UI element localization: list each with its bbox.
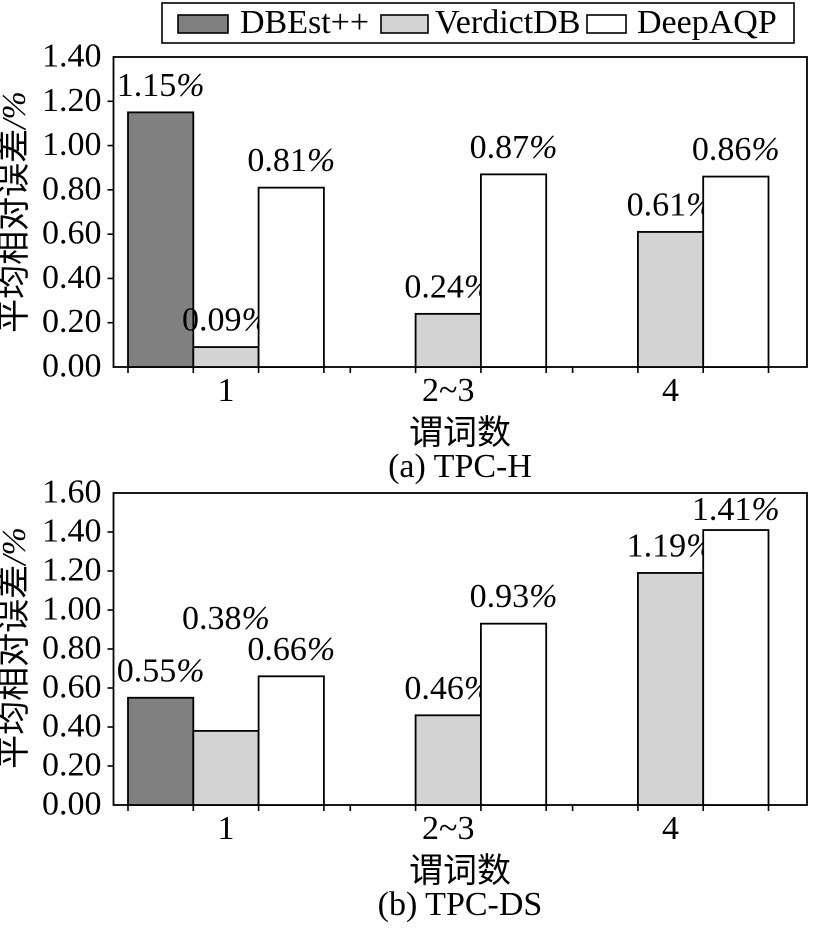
svg-text:4: 4: [662, 810, 679, 847]
svg-text:2~3: 2~3: [422, 810, 474, 847]
svg-text:(b) TPC-DS: (b) TPC-DS: [378, 886, 543, 923]
svg-text:1: 1: [217, 810, 234, 847]
svg-text:2~3: 2~3: [422, 372, 474, 409]
svg-text:0.46%: 0.46%: [404, 670, 492, 707]
svg-text:0.93%: 0.93%: [470, 578, 558, 615]
svg-text:0.81%: 0.81%: [247, 142, 335, 179]
svg-text:1: 1: [217, 372, 234, 409]
svg-text:VerdictDB: VerdictDB: [435, 4, 580, 41]
svg-text:DeepAQP: DeepAQP: [637, 4, 777, 41]
svg-text:0.20: 0.20: [42, 747, 102, 784]
svg-text:0.20: 0.20: [42, 303, 102, 340]
svg-text:1.20: 1.20: [42, 82, 102, 119]
svg-text:1.41%: 1.41%: [692, 491, 780, 528]
svg-text:1.60: 1.60: [42, 474, 102, 511]
svg-text:0.40: 0.40: [42, 708, 102, 745]
svg-text:0.66%: 0.66%: [247, 631, 335, 668]
svg-text:0.00: 0.00: [42, 348, 102, 385]
svg-text:0.60: 0.60: [42, 215, 102, 252]
svg-text:1.40: 1.40: [42, 513, 102, 550]
svg-text:0.60: 0.60: [42, 669, 102, 706]
svg-text:0.86%: 0.86%: [692, 131, 780, 168]
svg-text:0.87%: 0.87%: [470, 129, 558, 166]
svg-text:1.00: 1.00: [42, 591, 102, 628]
svg-text:平均相对误差/%: 平均相对误差/%: [0, 527, 33, 769]
svg-text:0.80: 0.80: [42, 630, 102, 667]
svg-text:0.61%: 0.61%: [627, 186, 715, 223]
svg-text:4: 4: [662, 372, 679, 409]
svg-text:0.09%: 0.09%: [182, 302, 270, 339]
svg-text:谓词数: 谓词数: [409, 852, 511, 890]
svg-text:谓词数: 谓词数: [409, 414, 511, 452]
svg-text:1.15%: 1.15%: [117, 67, 205, 104]
svg-text:0.80: 0.80: [42, 170, 102, 207]
svg-text:DBEst++: DBEst++: [240, 4, 369, 41]
svg-text:1.20: 1.20: [42, 552, 102, 589]
svg-text:0.00: 0.00: [42, 786, 102, 823]
svg-text:0.24%: 0.24%: [404, 268, 492, 305]
svg-text:1.00: 1.00: [42, 126, 102, 163]
svg-text:平均相对误差/%: 平均相对误差/%: [0, 91, 33, 333]
svg-text:0.40: 0.40: [42, 259, 102, 296]
svg-text:(a) TPC-H: (a) TPC-H: [388, 448, 532, 485]
svg-text:1.40: 1.40: [42, 38, 102, 75]
svg-text:0.55%: 0.55%: [117, 652, 205, 689]
svg-text:1.19%: 1.19%: [627, 527, 715, 564]
